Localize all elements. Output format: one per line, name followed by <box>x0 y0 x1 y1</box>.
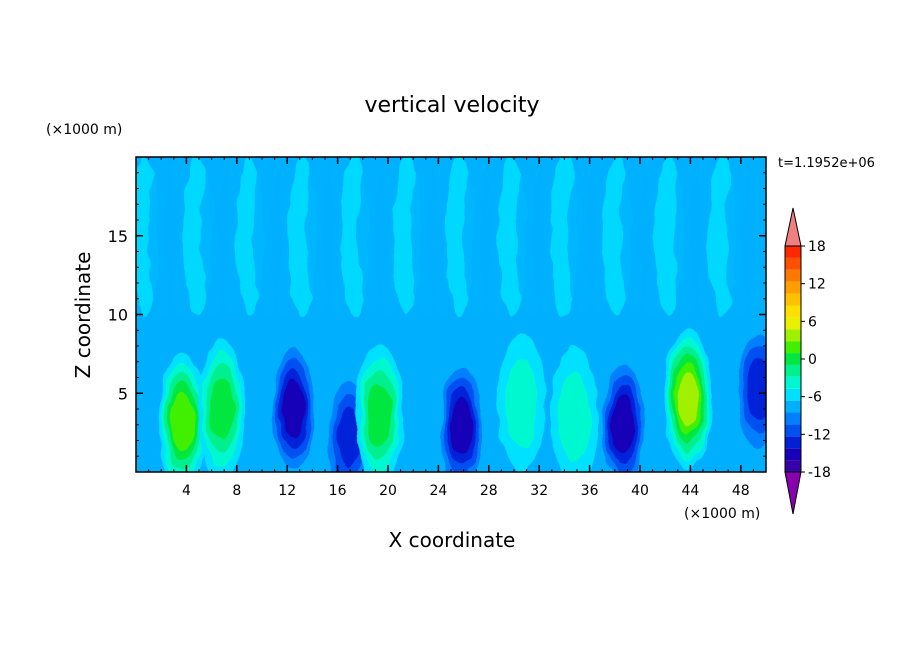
colorbar-level <box>785 317 801 330</box>
contour-feature <box>599 354 648 472</box>
y-tick-label: 10 <box>108 306 128 325</box>
colorbar-tick-label: -18 <box>808 465 831 481</box>
contour-level <box>746 359 766 422</box>
y-unit-label: (×1000 m) <box>46 122 122 138</box>
colorbar-level <box>785 305 801 318</box>
x-axis: 4 8 12 16 20 24 28 32 36 40 44 48 <box>148 157 754 499</box>
x-tick-label: 20 <box>379 483 397 499</box>
contour-level <box>558 372 591 461</box>
colorbar-tick-label: 0 <box>808 352 817 368</box>
contour-level <box>367 382 392 445</box>
colorbar-level <box>785 257 801 270</box>
colorbar-level <box>785 353 801 365</box>
colorbar-level <box>785 400 801 413</box>
field-bands <box>136 157 766 316</box>
contour-feature <box>663 329 712 470</box>
colorbar-level <box>785 424 801 437</box>
x-tick-label: 36 <box>581 483 599 499</box>
field-band <box>743 157 766 316</box>
contour-feature <box>497 332 546 472</box>
colorbar-level <box>785 281 801 294</box>
colorbar-level <box>785 376 801 389</box>
colorbar-tick-label: -12 <box>808 427 831 443</box>
time-label: t=1.1952e+06 <box>778 156 875 171</box>
colorbar-level <box>785 388 801 401</box>
y-axis-label: Z coordinate <box>71 252 95 379</box>
contour-level <box>282 380 305 438</box>
x-tick-label: 8 <box>232 483 241 499</box>
field-features <box>158 320 766 472</box>
contour-feature <box>550 346 599 472</box>
contour-level <box>505 358 538 447</box>
colorbar-min-arrow <box>784 471 802 515</box>
colorbar-tick-label: 6 <box>808 314 817 330</box>
x-tick-label: 24 <box>429 483 447 499</box>
colorbar: 18 12 6 0 -6 -12 -18 <box>784 207 831 515</box>
x-tick-label: 4 <box>182 483 191 499</box>
contour-feature <box>734 320 766 461</box>
colorbar-level <box>785 364 801 377</box>
colorbar-level <box>785 460 801 472</box>
x-tick-label: 48 <box>732 483 750 499</box>
colorbar-level <box>785 436 801 449</box>
colorbar-level <box>785 341 801 354</box>
x-axis-label: X coordinate <box>389 528 516 552</box>
contour-level <box>677 372 699 427</box>
contour-feature <box>355 343 404 472</box>
x-tick-label: 12 <box>278 483 296 499</box>
colorbar-tick-label: -6 <box>808 390 822 406</box>
colorbar-level <box>785 329 801 342</box>
colorbar-level <box>785 293 801 306</box>
contour-level <box>209 378 234 440</box>
contour-level <box>449 397 473 455</box>
x-tick-label: 32 <box>530 483 548 499</box>
x-tick-label: 16 <box>329 483 347 499</box>
x-unit-label: (×1000 m) <box>684 506 760 522</box>
colorbar-level <box>785 269 801 282</box>
x-tick-label: 40 <box>631 483 649 499</box>
colorbar-level <box>785 246 801 258</box>
contour-feature <box>197 339 246 472</box>
colorbar-tick-label: 12 <box>808 277 826 293</box>
colorbar-level <box>785 448 801 461</box>
contour-field <box>136 157 766 472</box>
y-axis: 5 10 15 <box>108 172 766 457</box>
x-tick-label: 28 <box>480 483 498 499</box>
contour-level <box>171 393 194 450</box>
colorbar-max-arrow <box>784 207 802 247</box>
y-tick-label: 15 <box>108 227 128 246</box>
colorbar-level <box>785 412 801 425</box>
contour-feature <box>437 356 486 472</box>
contour-feature <box>269 339 318 472</box>
chart-title: vertical velocity <box>364 93 539 118</box>
contour-level <box>336 406 361 469</box>
y-tick-label: 5 <box>118 384 128 403</box>
colorbar-tick-label: 18 <box>808 239 826 255</box>
contour-level <box>612 396 635 454</box>
contour-feature <box>158 351 207 472</box>
x-tick-label: 44 <box>681 483 699 499</box>
